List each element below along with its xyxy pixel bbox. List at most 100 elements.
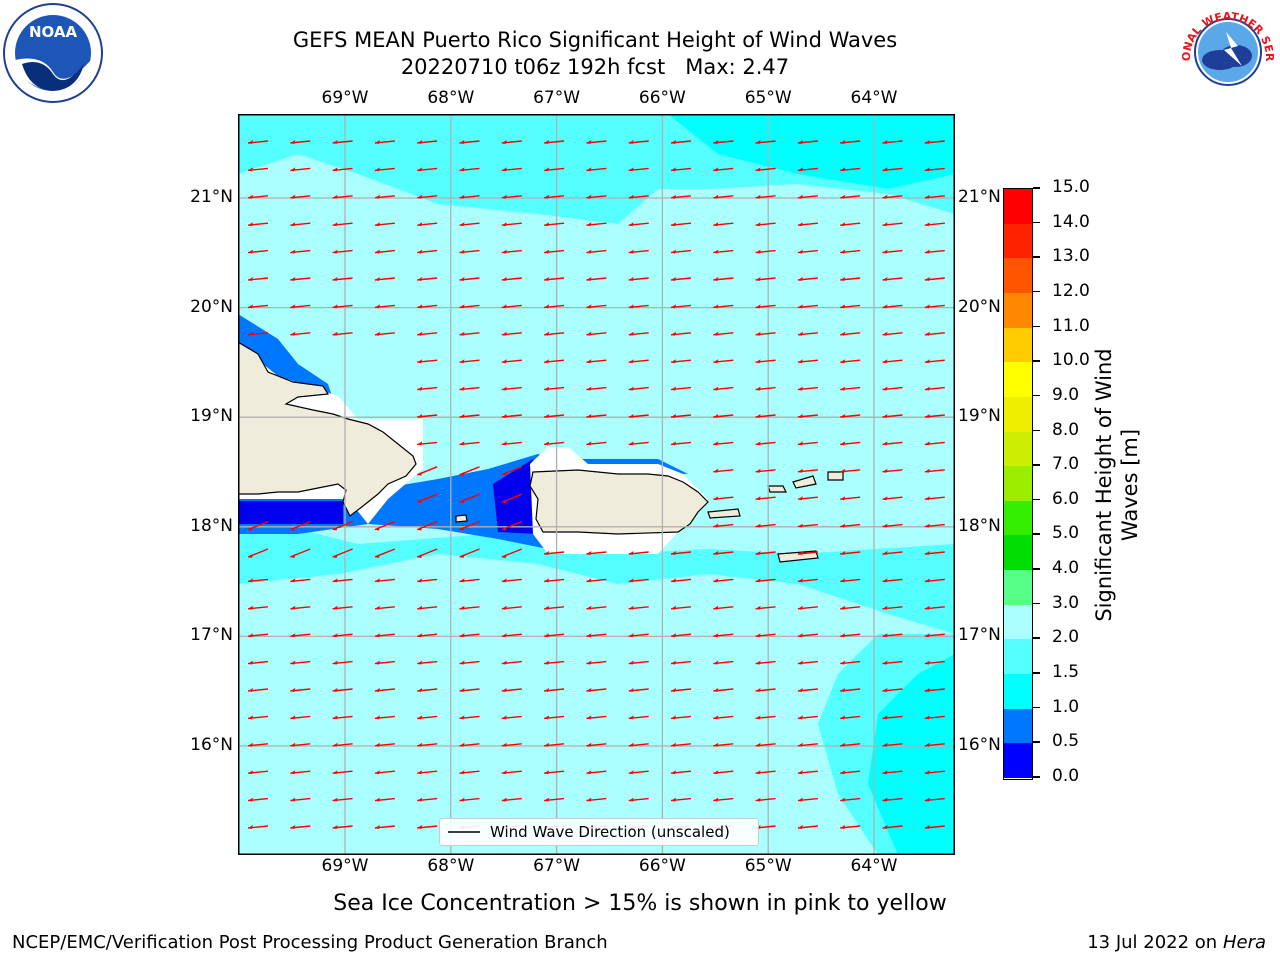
colorbar-tick-mark <box>1033 325 1040 328</box>
wind-wave-arrow <box>417 140 438 144</box>
wind-wave-arrow <box>882 688 903 692</box>
wind-wave-arrow <box>755 441 776 446</box>
wind-wave-arrow <box>247 140 269 144</box>
wind-wave-arrow <box>670 249 692 254</box>
wind-wave-arrow <box>755 277 776 281</box>
wind-wave-arrow <box>882 605 903 610</box>
wind-wave-arrow <box>332 222 353 227</box>
wind-wave-arrow <box>417 194 438 199</box>
colorbar-segment <box>1004 292 1032 329</box>
colorbar-tick-label: 10.0 <box>1052 350 1090 371</box>
colorbar-tick-label: 0.5 <box>1052 731 1080 752</box>
wind-wave-arrow <box>924 441 945 446</box>
wind-wave-arrow <box>924 331 945 336</box>
colorbar-segment <box>1004 674 1032 710</box>
map-panel: Wind Wave Direction (unscaled) <box>238 114 955 855</box>
colorbar-tick-mark <box>1033 187 1040 189</box>
wind-wave-arrow <box>247 633 269 638</box>
colorbar-segment <box>1004 258 1032 294</box>
wind-wave-arrow <box>882 249 903 254</box>
wind-wave-arrow <box>628 304 649 309</box>
wind-wave-arrow <box>713 551 734 555</box>
wind-wave-arrow <box>840 386 861 391</box>
wind-wave-arrow <box>374 520 396 531</box>
wind-wave-arrow <box>882 194 903 199</box>
wind-wave-arrow <box>882 578 903 583</box>
wind-wave-arrow <box>755 523 776 528</box>
wind-wave-arrow <box>459 466 480 476</box>
wind-wave-arrow <box>797 797 818 802</box>
wind-wave-arrow <box>332 742 353 747</box>
wind-wave-arrow <box>755 167 776 172</box>
wind-wave-arrow <box>544 167 565 172</box>
wind-wave-arrow <box>713 277 734 281</box>
latitude-label: 18°N <box>190 515 233 536</box>
wind-wave-arrow <box>544 715 565 720</box>
wind-wave-arrow <box>882 660 903 665</box>
wind-wave-arrow <box>247 770 269 775</box>
latitude-label: 19°N <box>958 406 1001 427</box>
branch-credit: NCEP/EMC/Verification Post Processing Pr… <box>12 932 608 953</box>
wind-wave-arrow <box>797 551 818 555</box>
wind-wave-arrow <box>374 249 395 254</box>
wind-wave-arrow <box>882 551 903 555</box>
wind-wave-arrow <box>544 277 565 281</box>
wind-wave-arrow <box>840 167 861 172</box>
wind-wave-arrow <box>586 715 607 720</box>
wind-wave-arrow <box>501 742 522 747</box>
colorbar-tick-mark <box>1033 394 1040 397</box>
chart-title: GEFS MEAN Puerto Rico Significant Height… <box>292 28 898 52</box>
wind-wave-arrow <box>417 441 438 446</box>
wind-wave-arrow <box>416 520 438 531</box>
wind-wave-arrow <box>713 797 734 802</box>
wind-wave-arrow <box>840 688 861 692</box>
generation-date: 13 Jul 2022 on Hera <box>1087 932 1266 953</box>
wind-wave-arrow <box>882 441 903 446</box>
wind-wave-arrow <box>332 825 353 829</box>
wind-wave-arrow <box>290 222 311 227</box>
colorbar-tick-mark <box>1033 602 1040 605</box>
wind-wave-arrow <box>290 770 311 775</box>
wind-wave-arrow <box>755 331 776 336</box>
wave-band-mid-central <box>238 514 955 634</box>
colorbar-segment <box>1004 223 1032 259</box>
wind-wave-arrow <box>840 222 861 227</box>
wind-wave-arrow <box>290 277 311 281</box>
wind-wave-arrow <box>840 331 861 336</box>
wind-wave-arrow <box>840 660 861 665</box>
wind-wave-arrow <box>628 414 649 418</box>
wind-wave-arrow <box>840 414 861 418</box>
colorbar-tick-label: 2.0 <box>1052 627 1080 648</box>
wind-wave-arrow <box>247 605 269 610</box>
longitude-label: 66°W <box>638 88 686 108</box>
wind-wave-arrow <box>332 520 353 531</box>
wind-wave-arrow <box>417 770 438 775</box>
colorbar-tick-label: 9.0 <box>1052 384 1080 405</box>
chart-subtitle: 20220710 t06z 192h fcst Max: 2.47 <box>400 55 790 79</box>
wind-wave-arrow <box>586 578 607 583</box>
wind-wave-arrow <box>713 441 734 446</box>
wind-wave-arrow <box>247 331 269 336</box>
latitude-label: 20°N <box>190 296 233 317</box>
wind-wave-arrow <box>544 551 565 555</box>
wind-wave-arrow <box>417 277 438 281</box>
wind-wave-arrow <box>797 140 818 144</box>
wind-wave-arrow <box>417 249 438 254</box>
wind-wave-arrow <box>374 770 395 775</box>
wind-wave-arrow <box>332 331 353 336</box>
longitude-label: 68°W <box>427 88 475 108</box>
wind-wave-arrow <box>840 770 861 775</box>
wind-wave-arrow <box>713 742 734 747</box>
wind-wave-arrow <box>374 140 395 144</box>
wind-wave-arrow <box>840 633 861 638</box>
wind-wave-arrow <box>459 140 480 144</box>
wind-wave-arrow <box>501 222 522 227</box>
wind-wave-arrow <box>797 715 818 720</box>
legend-line-icon <box>448 831 480 833</box>
wind-wave-arrow <box>797 331 818 336</box>
wind-wave-arrow <box>713 140 734 144</box>
wind-wave-arrow <box>755 770 776 775</box>
colorbar-label: Significant Height of Wind Waves [m] <box>1092 348 1142 622</box>
wind-wave-arrow <box>417 742 438 747</box>
shallow-water-south <box>238 454 568 549</box>
